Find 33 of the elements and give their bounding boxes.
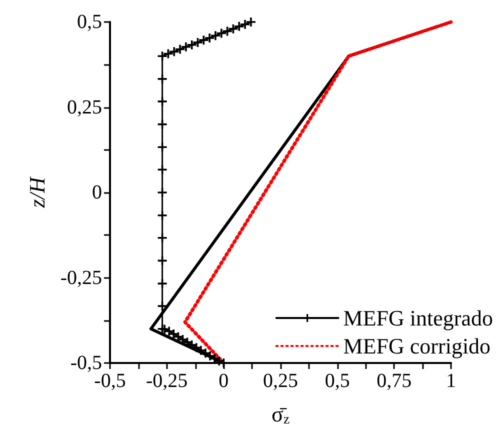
point	[158, 96, 167, 106]
y-tick-label: -0,25	[60, 266, 102, 289]
point	[158, 233, 167, 242]
point	[158, 302, 167, 311]
point	[240, 20, 250, 29]
point	[176, 44, 185, 54]
point	[158, 52, 167, 61]
x-tick-label: 1	[446, 370, 456, 392]
x-tick-label: 0,25	[263, 370, 298, 392]
point	[216, 28, 226, 38]
point	[193, 38, 202, 47]
point	[158, 74, 167, 84]
y-tick-label: 0,5	[77, 11, 102, 33]
point	[234, 22, 244, 31]
point	[181, 42, 190, 52]
point	[199, 36, 208, 45]
x-tick-label: -0,25	[146, 370, 188, 392]
point	[210, 31, 220, 40]
point	[246, 18, 256, 26]
x-tick-label: 0,75	[376, 370, 412, 392]
point	[205, 34, 214, 43]
y-tick-label: 0	[92, 182, 102, 204]
legend-label: MEFG integrado	[343, 306, 493, 330]
point	[158, 279, 167, 288]
point	[158, 188, 167, 197]
point	[170, 47, 179, 56]
y-axis-title: z/H	[24, 176, 50, 209]
point	[158, 324, 167, 334]
point	[158, 142, 167, 152]
y-tick-label: 0,25	[67, 96, 102, 118]
legend-label: MEFG corrigido	[343, 334, 491, 358]
x-tick-label: 0	[218, 370, 229, 392]
x-tick-label: 0,5	[324, 370, 350, 392]
